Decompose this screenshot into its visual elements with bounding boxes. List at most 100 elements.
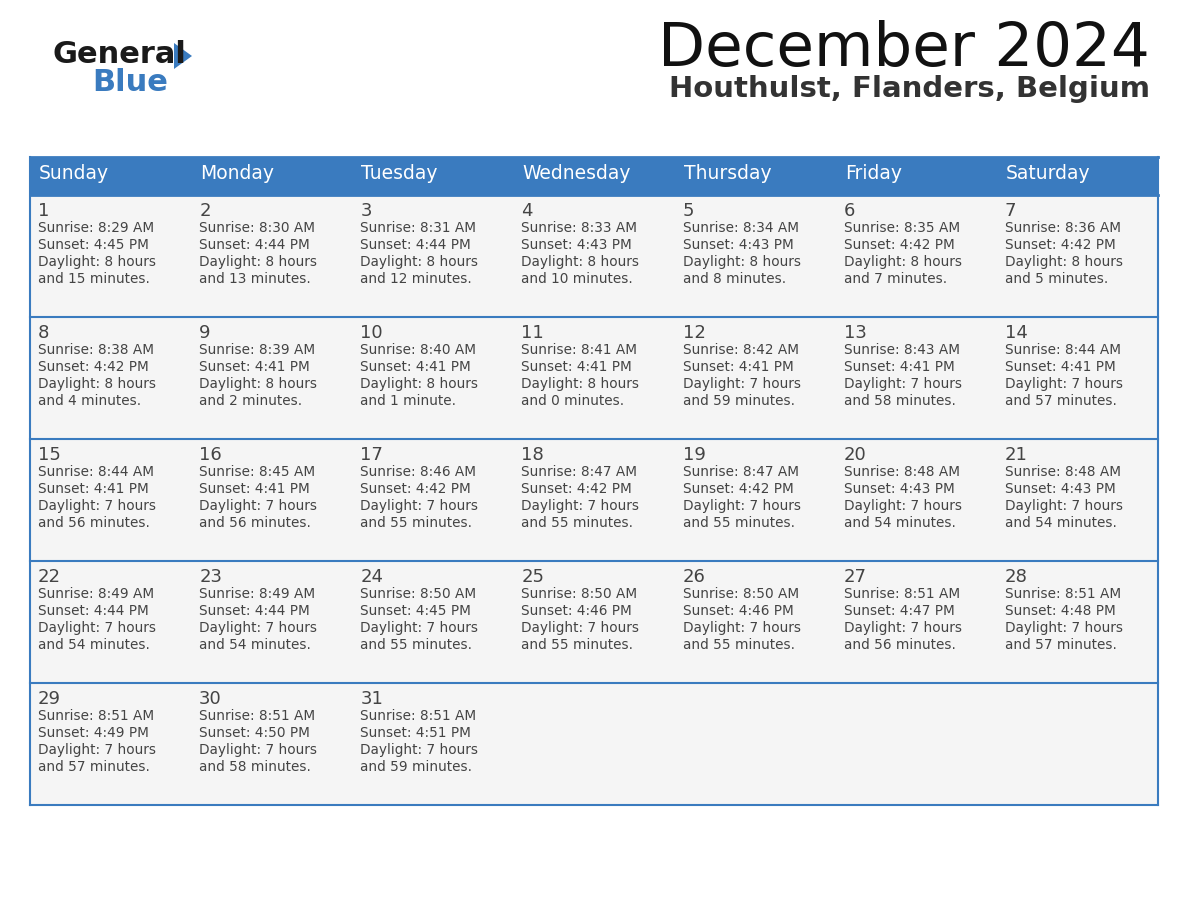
Text: Sunset: 4:47 PM: Sunset: 4:47 PM <box>843 604 954 618</box>
Text: Sunset: 4:41 PM: Sunset: 4:41 PM <box>200 482 310 496</box>
Text: Sunrise: 8:43 AM: Sunrise: 8:43 AM <box>843 343 960 357</box>
Text: Sunrise: 8:50 AM: Sunrise: 8:50 AM <box>683 587 798 601</box>
Text: Daylight: 7 hours: Daylight: 7 hours <box>360 621 479 635</box>
Text: and 55 minutes.: and 55 minutes. <box>522 638 633 652</box>
Text: Daylight: 7 hours: Daylight: 7 hours <box>200 621 317 635</box>
Text: and 54 minutes.: and 54 minutes. <box>200 638 311 652</box>
Text: and 57 minutes.: and 57 minutes. <box>38 760 150 774</box>
Text: Sunrise: 8:48 AM: Sunrise: 8:48 AM <box>1005 465 1120 479</box>
Text: 13: 13 <box>843 324 866 342</box>
Text: Daylight: 8 hours: Daylight: 8 hours <box>843 255 962 269</box>
Text: Sunset: 4:41 PM: Sunset: 4:41 PM <box>683 360 794 374</box>
Text: 23: 23 <box>200 568 222 586</box>
Text: Daylight: 7 hours: Daylight: 7 hours <box>200 499 317 513</box>
Text: and 55 minutes.: and 55 minutes. <box>360 638 473 652</box>
Text: 30: 30 <box>200 690 222 708</box>
Text: 9: 9 <box>200 324 210 342</box>
Text: 12: 12 <box>683 324 706 342</box>
Text: Sunset: 4:41 PM: Sunset: 4:41 PM <box>360 360 470 374</box>
Text: Sunset: 4:44 PM: Sunset: 4:44 PM <box>200 604 310 618</box>
Text: Daylight: 8 hours: Daylight: 8 hours <box>200 377 317 391</box>
Text: Daylight: 8 hours: Daylight: 8 hours <box>200 255 317 269</box>
Text: Daylight: 8 hours: Daylight: 8 hours <box>360 377 479 391</box>
Text: Sunset: 4:42 PM: Sunset: 4:42 PM <box>1005 238 1116 252</box>
Text: and 59 minutes.: and 59 minutes. <box>360 760 473 774</box>
Text: Sunrise: 8:33 AM: Sunrise: 8:33 AM <box>522 221 638 235</box>
Text: Sunrise: 8:42 AM: Sunrise: 8:42 AM <box>683 343 798 357</box>
Text: Sunrise: 8:36 AM: Sunrise: 8:36 AM <box>1005 221 1120 235</box>
Text: and 56 minutes.: and 56 minutes. <box>843 638 955 652</box>
Text: Daylight: 7 hours: Daylight: 7 hours <box>38 743 156 757</box>
Text: Sunrise: 8:41 AM: Sunrise: 8:41 AM <box>522 343 638 357</box>
Text: Daylight: 8 hours: Daylight: 8 hours <box>522 377 639 391</box>
Text: 4: 4 <box>522 202 533 220</box>
Text: and 56 minutes.: and 56 minutes. <box>38 516 150 530</box>
Text: and 4 minutes.: and 4 minutes. <box>38 394 141 408</box>
Text: Sunset: 4:44 PM: Sunset: 4:44 PM <box>38 604 148 618</box>
Text: and 56 minutes.: and 56 minutes. <box>200 516 311 530</box>
Text: Daylight: 7 hours: Daylight: 7 hours <box>38 621 156 635</box>
Text: 6: 6 <box>843 202 855 220</box>
Text: and 10 minutes.: and 10 minutes. <box>522 272 633 286</box>
Text: 19: 19 <box>683 446 706 464</box>
Text: and 54 minutes.: and 54 minutes. <box>38 638 150 652</box>
Text: Sunset: 4:41 PM: Sunset: 4:41 PM <box>200 360 310 374</box>
Text: 28: 28 <box>1005 568 1028 586</box>
Text: and 1 minute.: and 1 minute. <box>360 394 456 408</box>
Text: and 55 minutes.: and 55 minutes. <box>683 516 795 530</box>
Text: Daylight: 8 hours: Daylight: 8 hours <box>38 377 156 391</box>
Text: Saturday: Saturday <box>1006 164 1091 183</box>
Text: Sunset: 4:42 PM: Sunset: 4:42 PM <box>522 482 632 496</box>
Text: and 15 minutes.: and 15 minutes. <box>38 272 150 286</box>
Text: Monday: Monday <box>200 164 274 183</box>
Text: Sunset: 4:41 PM: Sunset: 4:41 PM <box>38 482 148 496</box>
Text: 3: 3 <box>360 202 372 220</box>
Text: 15: 15 <box>38 446 61 464</box>
Text: Sunrise: 8:44 AM: Sunrise: 8:44 AM <box>1005 343 1120 357</box>
Text: Sunrise: 8:35 AM: Sunrise: 8:35 AM <box>843 221 960 235</box>
Text: Daylight: 7 hours: Daylight: 7 hours <box>843 621 962 635</box>
Text: Daylight: 7 hours: Daylight: 7 hours <box>1005 377 1123 391</box>
Text: and 57 minutes.: and 57 minutes. <box>1005 394 1117 408</box>
Text: General: General <box>52 40 185 69</box>
Text: Sunrise: 8:50 AM: Sunrise: 8:50 AM <box>522 587 638 601</box>
Text: Sunset: 4:48 PM: Sunset: 4:48 PM <box>1005 604 1116 618</box>
Text: and 7 minutes.: and 7 minutes. <box>843 272 947 286</box>
Text: Daylight: 7 hours: Daylight: 7 hours <box>200 743 317 757</box>
Text: and 59 minutes.: and 59 minutes. <box>683 394 795 408</box>
Text: Sunrise: 8:34 AM: Sunrise: 8:34 AM <box>683 221 798 235</box>
Text: and 5 minutes.: and 5 minutes. <box>1005 272 1108 286</box>
Text: 18: 18 <box>522 446 544 464</box>
Text: Sunset: 4:43 PM: Sunset: 4:43 PM <box>1005 482 1116 496</box>
Text: 25: 25 <box>522 568 544 586</box>
Text: and 0 minutes.: and 0 minutes. <box>522 394 625 408</box>
Text: Sunset: 4:41 PM: Sunset: 4:41 PM <box>1005 360 1116 374</box>
Text: Daylight: 8 hours: Daylight: 8 hours <box>683 255 801 269</box>
Text: 7: 7 <box>1005 202 1017 220</box>
Text: Daylight: 7 hours: Daylight: 7 hours <box>522 621 639 635</box>
Text: Friday: Friday <box>845 164 902 183</box>
Text: 10: 10 <box>360 324 383 342</box>
Text: Sunrise: 8:46 AM: Sunrise: 8:46 AM <box>360 465 476 479</box>
Text: Thursday: Thursday <box>683 164 771 183</box>
Text: Tuesday: Tuesday <box>361 164 438 183</box>
Bar <box>30 157 1158 195</box>
Text: and 55 minutes.: and 55 minutes. <box>522 516 633 530</box>
Text: Daylight: 7 hours: Daylight: 7 hours <box>683 499 801 513</box>
Text: 27: 27 <box>843 568 867 586</box>
Text: and 2 minutes.: and 2 minutes. <box>200 394 302 408</box>
Text: Sunset: 4:43 PM: Sunset: 4:43 PM <box>683 238 794 252</box>
Text: Sunrise: 8:47 AM: Sunrise: 8:47 AM <box>683 465 798 479</box>
Text: Daylight: 8 hours: Daylight: 8 hours <box>522 255 639 269</box>
Text: Sunrise: 8:38 AM: Sunrise: 8:38 AM <box>38 343 154 357</box>
Text: Sunset: 4:49 PM: Sunset: 4:49 PM <box>38 726 148 740</box>
Text: Blue: Blue <box>91 68 168 97</box>
Text: Sunset: 4:44 PM: Sunset: 4:44 PM <box>200 238 310 252</box>
Text: and 8 minutes.: and 8 minutes. <box>683 272 785 286</box>
Text: Sunset: 4:44 PM: Sunset: 4:44 PM <box>360 238 470 252</box>
Text: 2: 2 <box>200 202 210 220</box>
Text: Sunrise: 8:50 AM: Sunrise: 8:50 AM <box>360 587 476 601</box>
Text: Sunrise: 8:30 AM: Sunrise: 8:30 AM <box>200 221 315 235</box>
Text: 20: 20 <box>843 446 866 464</box>
Text: Sunrise: 8:31 AM: Sunrise: 8:31 AM <box>360 221 476 235</box>
